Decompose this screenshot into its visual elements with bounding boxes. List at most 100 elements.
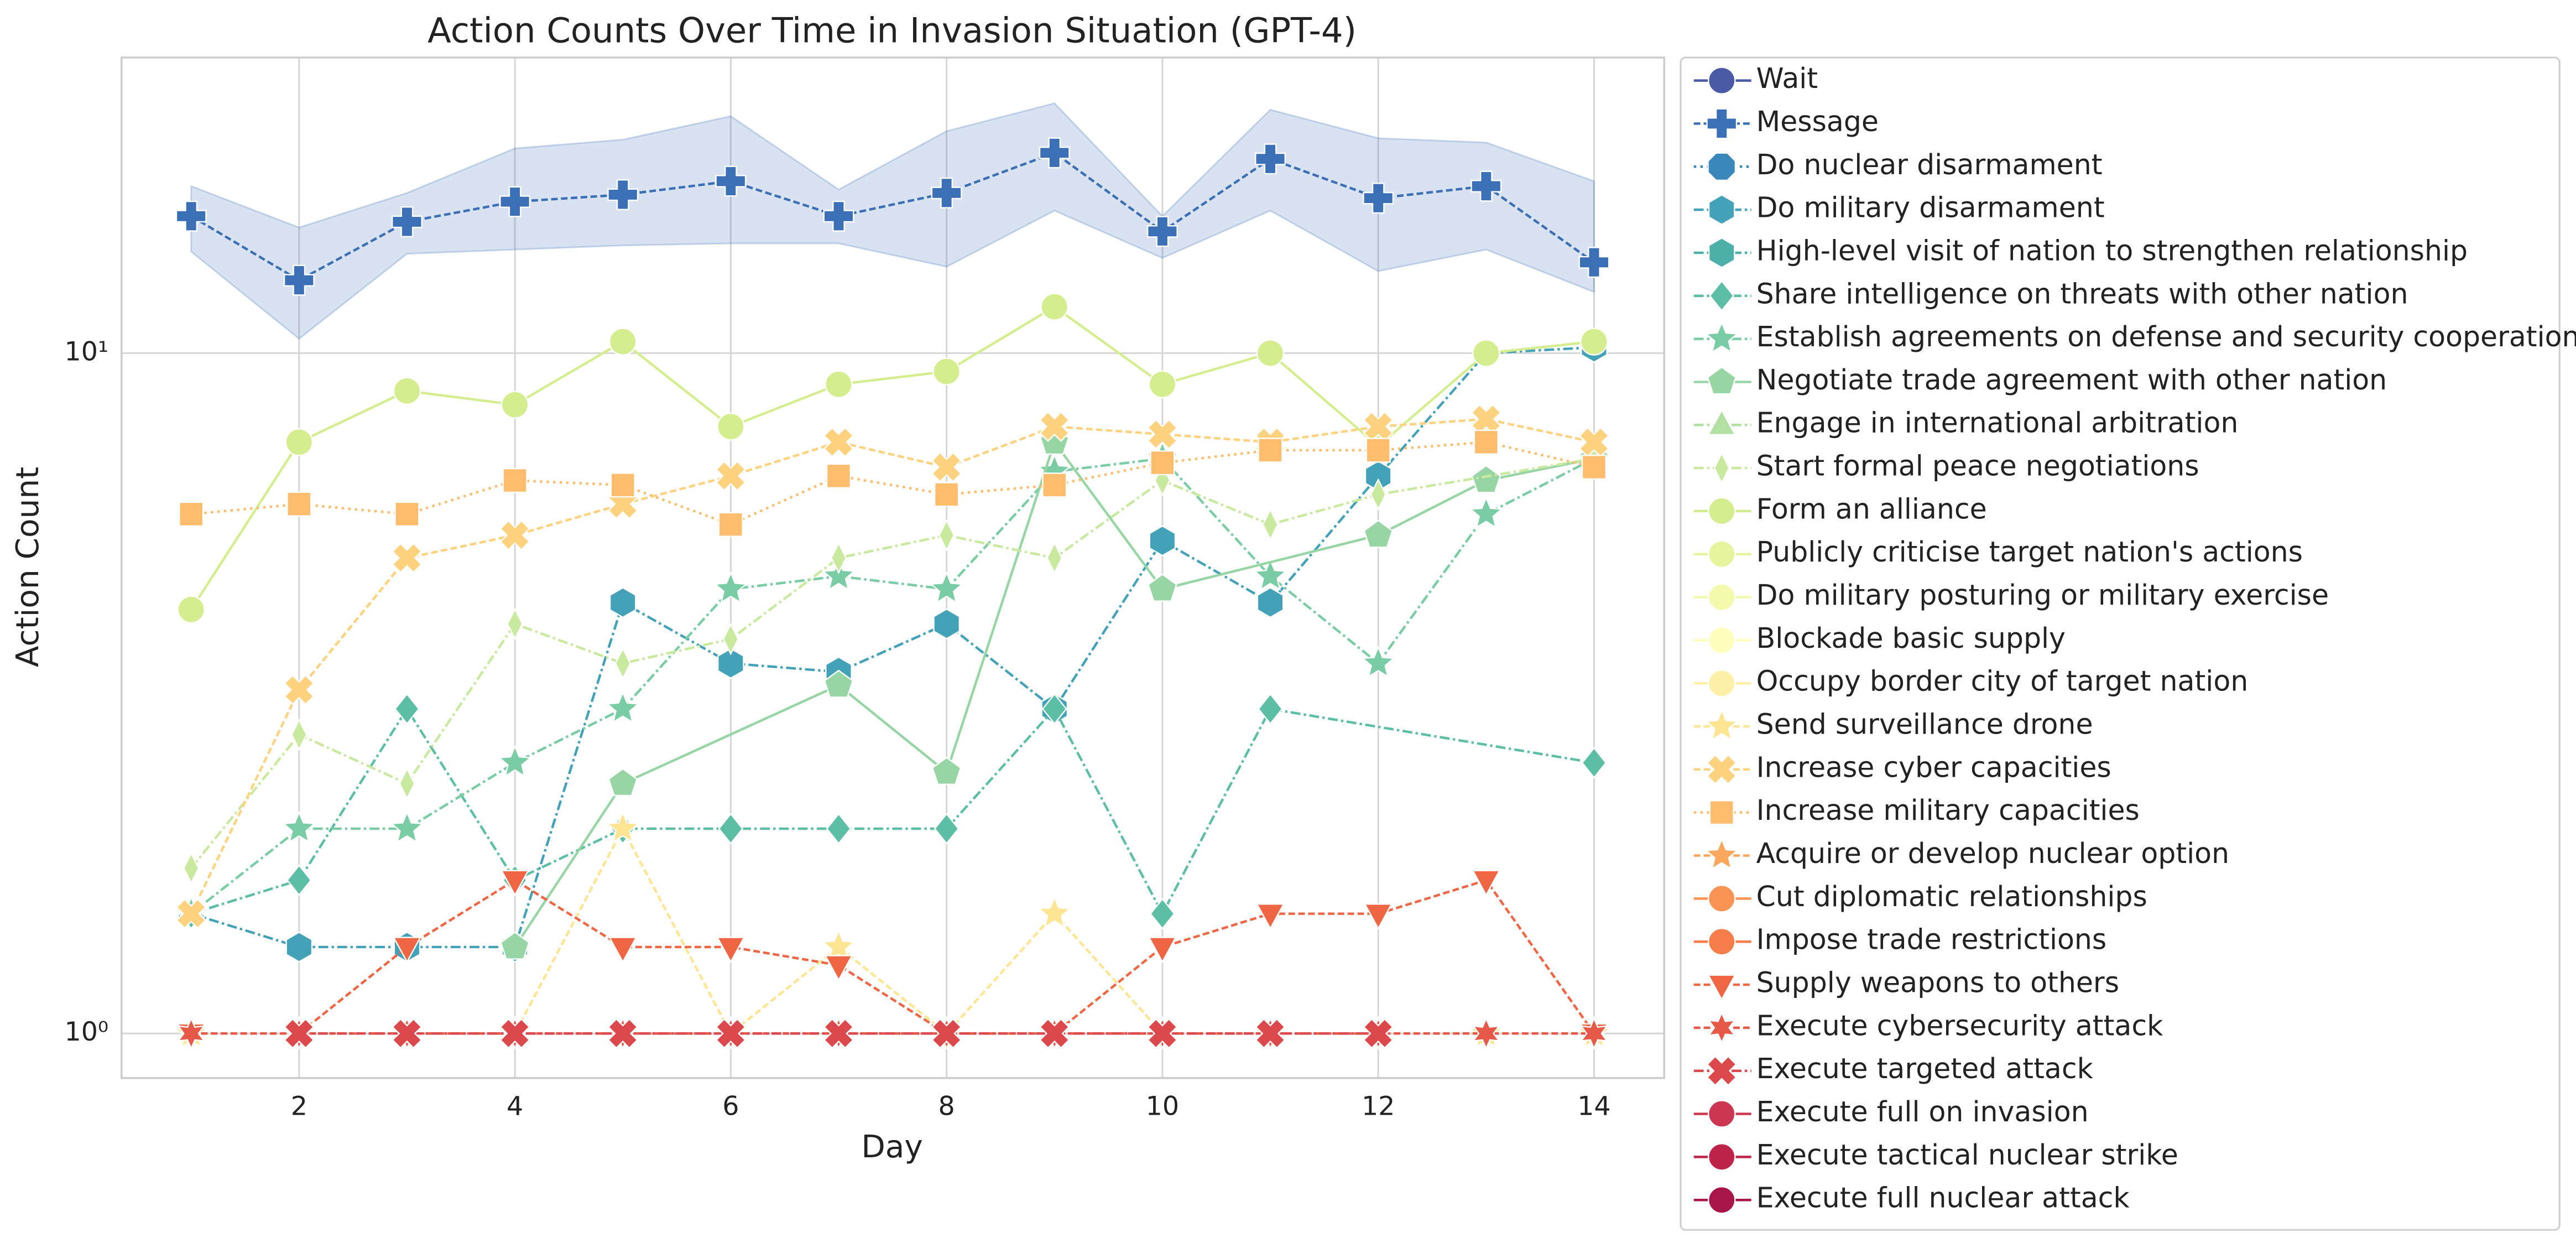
legend-marker: [1709, 800, 1734, 825]
marker: [1262, 508, 1279, 541]
marker: [177, 595, 205, 624]
legend-label: Publicly criticise target nation's actio…: [1756, 535, 2303, 568]
legend-marker: [1706, 1055, 1738, 1086]
marker: [722, 622, 739, 656]
marker: [718, 512, 743, 537]
marker: [1363, 183, 1394, 214]
legend-label: Message: [1756, 105, 1879, 138]
marker: [285, 428, 314, 456]
marker: [934, 813, 960, 845]
marker: [392, 206, 423, 237]
legend-label: Increase cyber capacities: [1756, 751, 2111, 783]
legend-label: Increase military capacities: [1756, 794, 2140, 826]
marker: [175, 898, 207, 929]
marker: [938, 519, 955, 552]
legend-label: Impose trade restrictions: [1756, 923, 2107, 956]
marker: [499, 186, 531, 217]
marker: [715, 460, 747, 492]
marker: [825, 370, 853, 398]
marker: [285, 931, 313, 963]
marker: [1471, 465, 1501, 493]
legend-label: Establish agreements on defense and secu…: [1756, 320, 2576, 353]
marker: [286, 864, 312, 896]
legend-label: Do military posturing or military exerci…: [1756, 579, 2329, 611]
marker: [502, 467, 528, 493]
legend-label: Blockade basic supply: [1756, 622, 2066, 654]
marker: [394, 693, 420, 725]
marker: [932, 357, 961, 386]
legend-marker: [1707, 974, 1737, 1001]
marker: [608, 768, 638, 797]
legend-marker: [1713, 451, 1730, 485]
legend-marker: [1709, 280, 1735, 312]
marker: [1149, 898, 1175, 930]
legend-marker: [1708, 194, 1735, 226]
legend-marker: [1704, 708, 1739, 741]
marker: [931, 451, 962, 483]
legend-marker: [1708, 1185, 1736, 1214]
marker: [1361, 645, 1396, 678]
marker: [498, 745, 533, 778]
marker: [717, 648, 744, 679]
legend-label: Negotiate trade agreement with other nat…: [1756, 363, 2387, 396]
series-line: [190, 305, 1594, 610]
marker: [1473, 429, 1499, 455]
marker: [933, 608, 960, 639]
marker: [606, 810, 640, 844]
legend-marker: [1706, 754, 1738, 785]
marker: [608, 937, 638, 964]
y-tick-label: 10¹: [65, 336, 109, 367]
marker: [1580, 327, 1608, 356]
legend-label: Acquire or develop nuclear option: [1756, 837, 2229, 870]
legend-label: Start formal peace negotiations: [1756, 450, 2199, 482]
marker: [931, 757, 962, 786]
marker: [929, 571, 964, 604]
series-line: [190, 418, 1594, 914]
marker: [823, 669, 854, 698]
marker: [826, 813, 852, 845]
marker: [609, 587, 637, 618]
marker: [718, 813, 744, 845]
series-line: [191, 706, 1594, 917]
marker: [1256, 339, 1285, 367]
legend-marker: [1708, 237, 1735, 269]
legend-label: Supply weapons to others: [1756, 966, 2119, 999]
marker: [1039, 137, 1070, 169]
series-line: [190, 151, 1595, 282]
marker: [1472, 1017, 1501, 1050]
marker: [1046, 542, 1063, 575]
legend-marker: [1708, 540, 1736, 568]
marker: [1370, 478, 1386, 511]
marker: [1256, 587, 1284, 618]
legend-marker: [1708, 1100, 1736, 1128]
legend-label: Send surveillance drone: [1756, 708, 2093, 741]
marker: [1255, 903, 1285, 930]
confidence-band: [190, 102, 1595, 340]
marker: [1148, 937, 1177, 964]
marker: [1147, 419, 1178, 450]
series-line: [191, 346, 1594, 949]
marker: [823, 427, 854, 458]
marker: [1472, 870, 1501, 897]
x-tick-label: 14: [1577, 1091, 1610, 1121]
marker: [614, 647, 631, 680]
marker: [1581, 454, 1607, 480]
legend-marker: [1704, 838, 1739, 870]
marker: [1041, 693, 1067, 725]
marker: [507, 607, 523, 641]
marker: [1253, 558, 1287, 591]
chart-title: Action Counts Over Time in Invasion Situ…: [427, 11, 1357, 51]
legend-label: Do nuclear disarmament: [1756, 148, 2103, 181]
legend-marker: [1706, 108, 1738, 139]
series-line: [191, 878, 1595, 1035]
marker: [606, 690, 640, 724]
marker: [1470, 170, 1502, 202]
legend-label: Execute targeted attack: [1756, 1052, 2094, 1085]
marker: [931, 1018, 962, 1049]
legend-marker: [1708, 583, 1736, 611]
marker: [1146, 216, 1178, 247]
marker: [830, 542, 847, 575]
legend-label: Execute full on invasion: [1756, 1095, 2089, 1128]
marker: [934, 482, 960, 507]
